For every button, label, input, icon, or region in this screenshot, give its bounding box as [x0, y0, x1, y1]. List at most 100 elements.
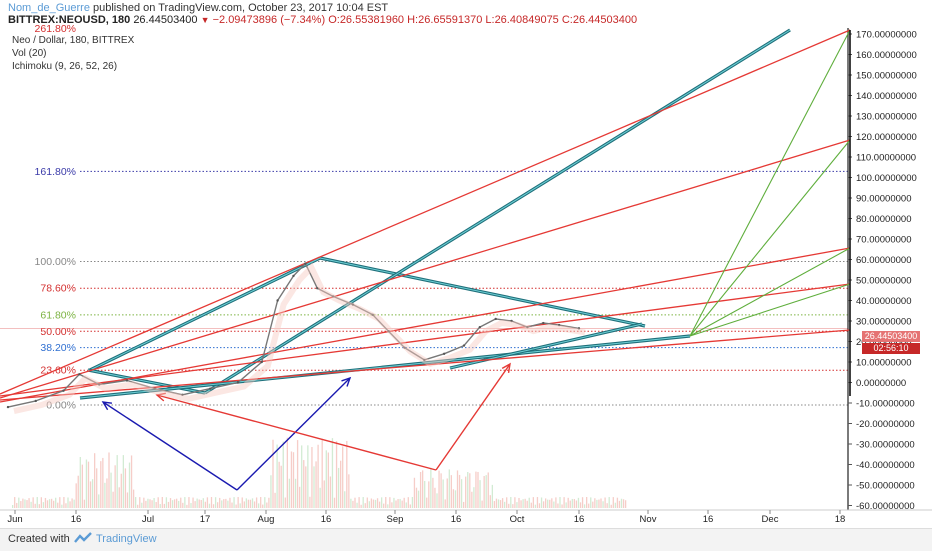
x-tick-label: 16 [574, 514, 585, 525]
volume-bar [98, 494, 100, 508]
volume-bar [397, 499, 399, 508]
y-tick-label: -50.00000000 [856, 481, 915, 492]
volume-bar [255, 497, 258, 508]
volume-bar [479, 480, 481, 508]
volume-bar [315, 461, 317, 508]
volume-bar [126, 492, 129, 508]
volume-bar [450, 475, 452, 508]
volume-bar [139, 497, 141, 508]
y-tick-label: 90.00000000 [856, 194, 911, 205]
volume-bar [14, 497, 16, 508]
price-point [304, 262, 307, 265]
fib-level-label: 100.00% [35, 256, 76, 268]
volume-bar [89, 481, 92, 508]
volume-bar [350, 498, 352, 508]
volume-bar [606, 503, 608, 508]
author-link[interactable]: Nom_de_Guerre [8, 2, 90, 14]
volume-bar [569, 500, 571, 508]
volume-bar [583, 504, 586, 508]
drawings [0, 28, 851, 491]
volume-bar [540, 497, 543, 508]
projection-line [689, 283, 851, 337]
volume-bar [432, 477, 434, 508]
volume-bar [128, 462, 131, 508]
volume-bar [458, 474, 461, 508]
volume-bar [28, 498, 30, 508]
volume-bar [178, 500, 180, 508]
volume-bar [616, 497, 619, 508]
volume-bar [622, 499, 625, 508]
volume-bar [186, 504, 188, 508]
volume-bar [153, 498, 155, 508]
volume-bar [225, 498, 227, 508]
x-tick-label: 18 [835, 514, 846, 525]
volume-bar [42, 502, 45, 508]
volume-bar [116, 455, 118, 508]
volume-bar [73, 499, 75, 508]
volume-bar [34, 503, 36, 508]
volume-bar [405, 502, 407, 508]
volume-bar [452, 489, 455, 508]
volume-bar [346, 440, 348, 508]
channel-line-inner [319, 257, 646, 327]
volume-bar [104, 482, 106, 508]
volume-bar [430, 467, 432, 508]
volume-bar [204, 501, 206, 508]
volume-bar [188, 497, 190, 508]
price-point [6, 405, 10, 409]
volume-bar [227, 500, 229, 508]
tradingview-link[interactable]: TradingView [96, 533, 157, 545]
x-tick-label: Dec [762, 514, 779, 525]
y-tick-label: -40.00000000 [856, 460, 915, 471]
axes: 170.00000000160.00000000150.00000000140.… [0, 28, 932, 525]
volume-bar [241, 497, 243, 508]
volume-bar [348, 474, 350, 508]
price-point [510, 319, 513, 323]
volume-bar [428, 481, 430, 508]
legend-volume: Vol (20) [12, 48, 47, 59]
price-point [442, 352, 446, 355]
y-tick-label: -20.00000000 [856, 419, 915, 430]
volume-bar [465, 476, 467, 508]
volume-bar [282, 441, 284, 508]
volume-bar [63, 497, 65, 508]
price-point [34, 399, 37, 403]
volume-bar [120, 473, 122, 508]
volume-bar [362, 497, 364, 508]
volume-bar [108, 452, 110, 508]
volume-bar [219, 497, 221, 508]
volume-bar [506, 497, 508, 508]
price-point [577, 327, 581, 330]
price-change: −2.09473896 (−7.34%) [212, 14, 326, 26]
volume-bars [12, 437, 627, 508]
volume-bar [50, 498, 53, 508]
volume-bar [337, 467, 340, 508]
volume-bar [303, 460, 305, 508]
blue-arrow-head [341, 376, 352, 387]
volume-bar [325, 450, 327, 508]
volume-bar [604, 497, 606, 508]
volume-bar [329, 476, 332, 508]
price-chart[interactable]: 261.80% 161.80% 100.00% 78.60% 61.80% 50.00% 3… [0, 0, 932, 528]
volume-bar [48, 499, 51, 508]
volume-bar [176, 498, 178, 508]
volume-bar [44, 497, 47, 508]
volume-bar [194, 501, 196, 508]
volume-bar [26, 500, 28, 508]
volume-bar [561, 504, 563, 508]
y-tick-label: 60.00000000 [856, 255, 911, 266]
volume-bar [391, 502, 393, 508]
price-point [371, 313, 374, 317]
volume-bar [372, 499, 375, 508]
x-tick-label: 17 [200, 514, 211, 525]
volume-bar [106, 478, 108, 508]
price-point [181, 393, 184, 396]
last-price: 26.44503400 [133, 14, 198, 26]
volume-bar [145, 500, 147, 508]
volume-bar [376, 498, 379, 508]
volume-bar [573, 499, 575, 508]
volume-bar [378, 501, 381, 508]
volume-bar [510, 497, 512, 508]
ohlc-values: O:26.55381960 H:26.65591370 L:26.4084907… [328, 14, 638, 26]
volume-bar [323, 480, 325, 508]
